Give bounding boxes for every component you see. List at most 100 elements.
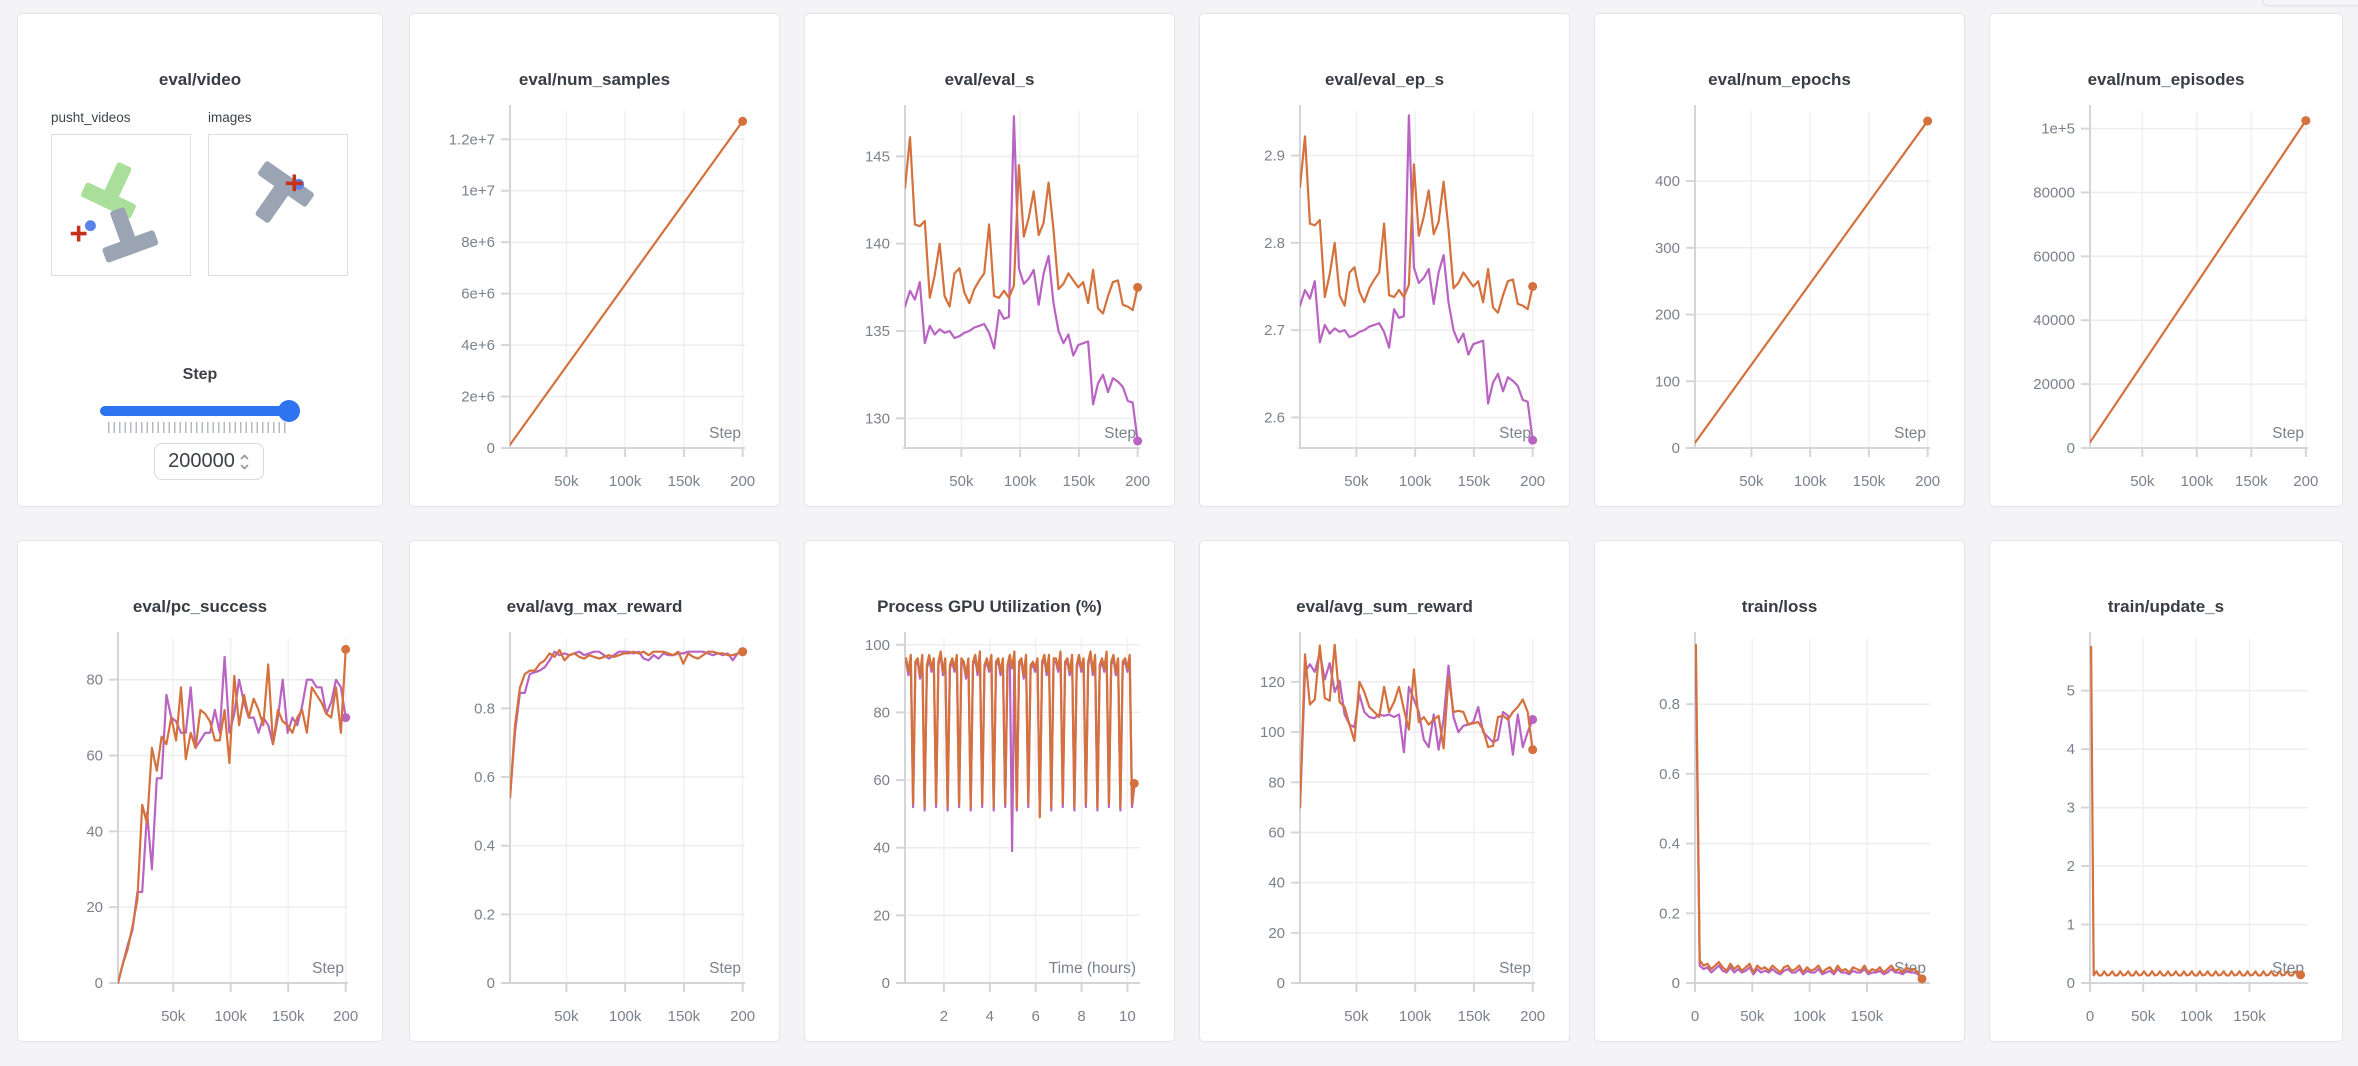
svg-text:0: 0 [2067,975,2075,992]
panel-title: eval/eval_s [944,70,1035,89]
svg-text:1: 1 [2067,917,2075,934]
svg-text:145: 145 [865,148,890,165]
step-input[interactable]: 200000 [154,443,264,480]
panel-process-gpu-utilization[interactable]: Process GPU Utilization (%) 2 4 6 8 10 0 20 40 6… [804,540,1175,1042]
panel-title: eval/video [158,70,242,89]
svg-text:0.2: 0.2 [1659,905,1680,922]
svg-text:5: 5 [2067,683,2075,700]
panel-eval-pc-success[interactable]: eval/pc_success 50k 100k 150k 200 0 20 40 60 80 S… [17,540,383,1042]
panel-eval-num-epochs[interactable]: eval/num_epochs 50k 100k 150k 200 0 100 200 300… [1594,13,1965,507]
svg-text:200: 200 [1520,473,1545,490]
svg-text:50k: 50k [1739,473,1764,490]
svg-text:100k: 100k [1399,1008,1432,1025]
panel-train-update-s[interactable]: train/update_s 0 50k 100k 150k 0 1 2 3 4 5 Step [1989,540,2343,1042]
step-slider-label: Step [182,366,218,383]
step-input-value: 200000 [168,450,235,472]
line-chart: 50k 100k 150k 200 0 20 40 60 80 100 120 Step [1260,632,1545,1025]
panel-title: train/update_s [2107,597,2225,616]
svg-text:1.2e+7: 1.2e+7 [449,131,495,148]
svg-text:50k: 50k [554,473,579,490]
svg-text:2.9: 2.9 [1264,148,1285,165]
svg-text:Time (hours): Time (hours) [1049,960,1136,977]
svg-text:20: 20 [873,907,890,924]
svg-text:20000: 20000 [2033,376,2075,393]
svg-text:4: 4 [2067,741,2075,758]
svg-text:150k: 150k [1458,1008,1491,1025]
svg-text:2: 2 [940,1008,948,1025]
svg-text:200: 200 [730,1008,755,1025]
svg-text:50k: 50k [2130,473,2155,490]
svg-text:4: 4 [986,1008,994,1025]
svg-text:50k: 50k [949,473,974,490]
svg-text:100k: 100k [609,473,642,490]
svg-text:130: 130 [865,410,890,427]
svg-text:0.6: 0.6 [1659,766,1680,783]
step-slider[interactable] [100,400,300,436]
svg-text:1e+7: 1e+7 [461,183,495,200]
svg-text:3: 3 [2067,800,2075,817]
svg-text:150k: 150k [2233,1008,2266,1025]
svg-text:20: 20 [1268,925,1285,942]
svg-text:150k: 150k [272,1008,305,1025]
svg-text:4e+6: 4e+6 [461,337,495,354]
line-chart: 50k 100k 150k 200 0 2e+6 4e+6 6e+6 8e+6 1e+7 1.2e+… [449,105,755,490]
panel-title: eval/avg_max_reward [506,597,683,616]
svg-text:100k: 100k [1794,473,1827,490]
svg-text:0: 0 [487,440,495,457]
svg-text:60: 60 [1268,824,1285,841]
panel-eval-num-samples[interactable]: eval/num_samples 50k 100k 150k 200 0 2e+6 4e+6… [409,13,780,507]
line-chart: 50k 100k 150k 200 0 20 40 60 80 Step [86,632,358,1025]
thumb-label-pusht-videos: pusht_videos [51,110,131,125]
svg-text:0.4: 0.4 [474,838,495,855]
svg-text:100k: 100k [1793,1008,1826,1025]
panel-fragment-top-right [2262,0,2358,7]
slider-track[interactable] [100,400,300,422]
svg-text:200: 200 [2293,473,2318,490]
panel-title: eval/avg_sum_reward [1296,597,1473,616]
images-thumbnail[interactable] [208,134,348,276]
svg-text:50k: 50k [161,1008,186,1025]
svg-text:0.8: 0.8 [1659,696,1680,713]
svg-text:150k: 150k [1063,473,1096,490]
svg-text:Step: Step [1499,960,1531,977]
svg-text:50k: 50k [1344,1008,1369,1025]
svg-text:60000: 60000 [2033,248,2075,265]
panel-eval-num-episodes[interactable]: eval/num_episodes 50k 100k 150k 200 0 20000 40… [1989,13,2343,507]
panel-eval-eval-ep-s[interactable]: eval/eval_ep_s 50k 100k 150k 200 2.6 2.7 2.8 2.… [1199,13,1570,507]
svg-text:0.2: 0.2 [474,906,495,923]
svg-text:8: 8 [1077,1008,1085,1025]
svg-text:100: 100 [1260,724,1285,741]
svg-text:150k: 150k [1853,473,1886,490]
slider-thumb[interactable] [278,400,300,422]
svg-text:40: 40 [1268,875,1285,892]
svg-text:100k: 100k [214,1008,247,1025]
svg-text:Step: Step [312,960,344,977]
svg-text:Step: Step [1104,425,1136,442]
svg-text:Step: Step [1894,425,1926,442]
panel-eval-eval-s[interactable]: eval/eval_s 50k 100k 150k 200 130 135 140 145 St… [804,13,1175,507]
svg-text:80: 80 [873,704,890,721]
svg-text:400: 400 [1655,173,1680,190]
svg-text:2.8: 2.8 [1264,235,1285,252]
panel-eval-avg-sum-reward[interactable]: eval/avg_sum_reward 50k 100k 150k 200 0 20 40 6… [1199,540,1570,1042]
svg-text:0: 0 [1691,1008,1699,1025]
svg-text:8e+6: 8e+6 [461,234,495,251]
panel-eval-avg-max-reward[interactable]: eval/avg_max_reward 50k 100k 150k 200 0 0.2 0.… [409,540,780,1042]
pusht-video-thumbnail[interactable] [51,134,191,276]
stepper-chevrons-icon[interactable] [239,452,250,472]
svg-text:0.8: 0.8 [474,700,495,717]
svg-text:50k: 50k [2131,1008,2156,1025]
svg-text:2e+6: 2e+6 [461,389,495,406]
goal-cross [285,174,303,192]
svg-text:80: 80 [86,672,103,689]
svg-text:Step: Step [1499,425,1531,442]
line-chart: 50k 100k 150k 200 0 0.2 0.4 0.6 0.8 Step [474,632,755,1025]
panel-train-loss[interactable]: train/loss 0 50k 100k 150k 0 0.2 0.4 0.6 0.8 Step [1594,540,1965,1042]
svg-text:0: 0 [1672,975,1680,992]
svg-text:200: 200 [333,1008,358,1025]
svg-text:100: 100 [865,637,890,654]
